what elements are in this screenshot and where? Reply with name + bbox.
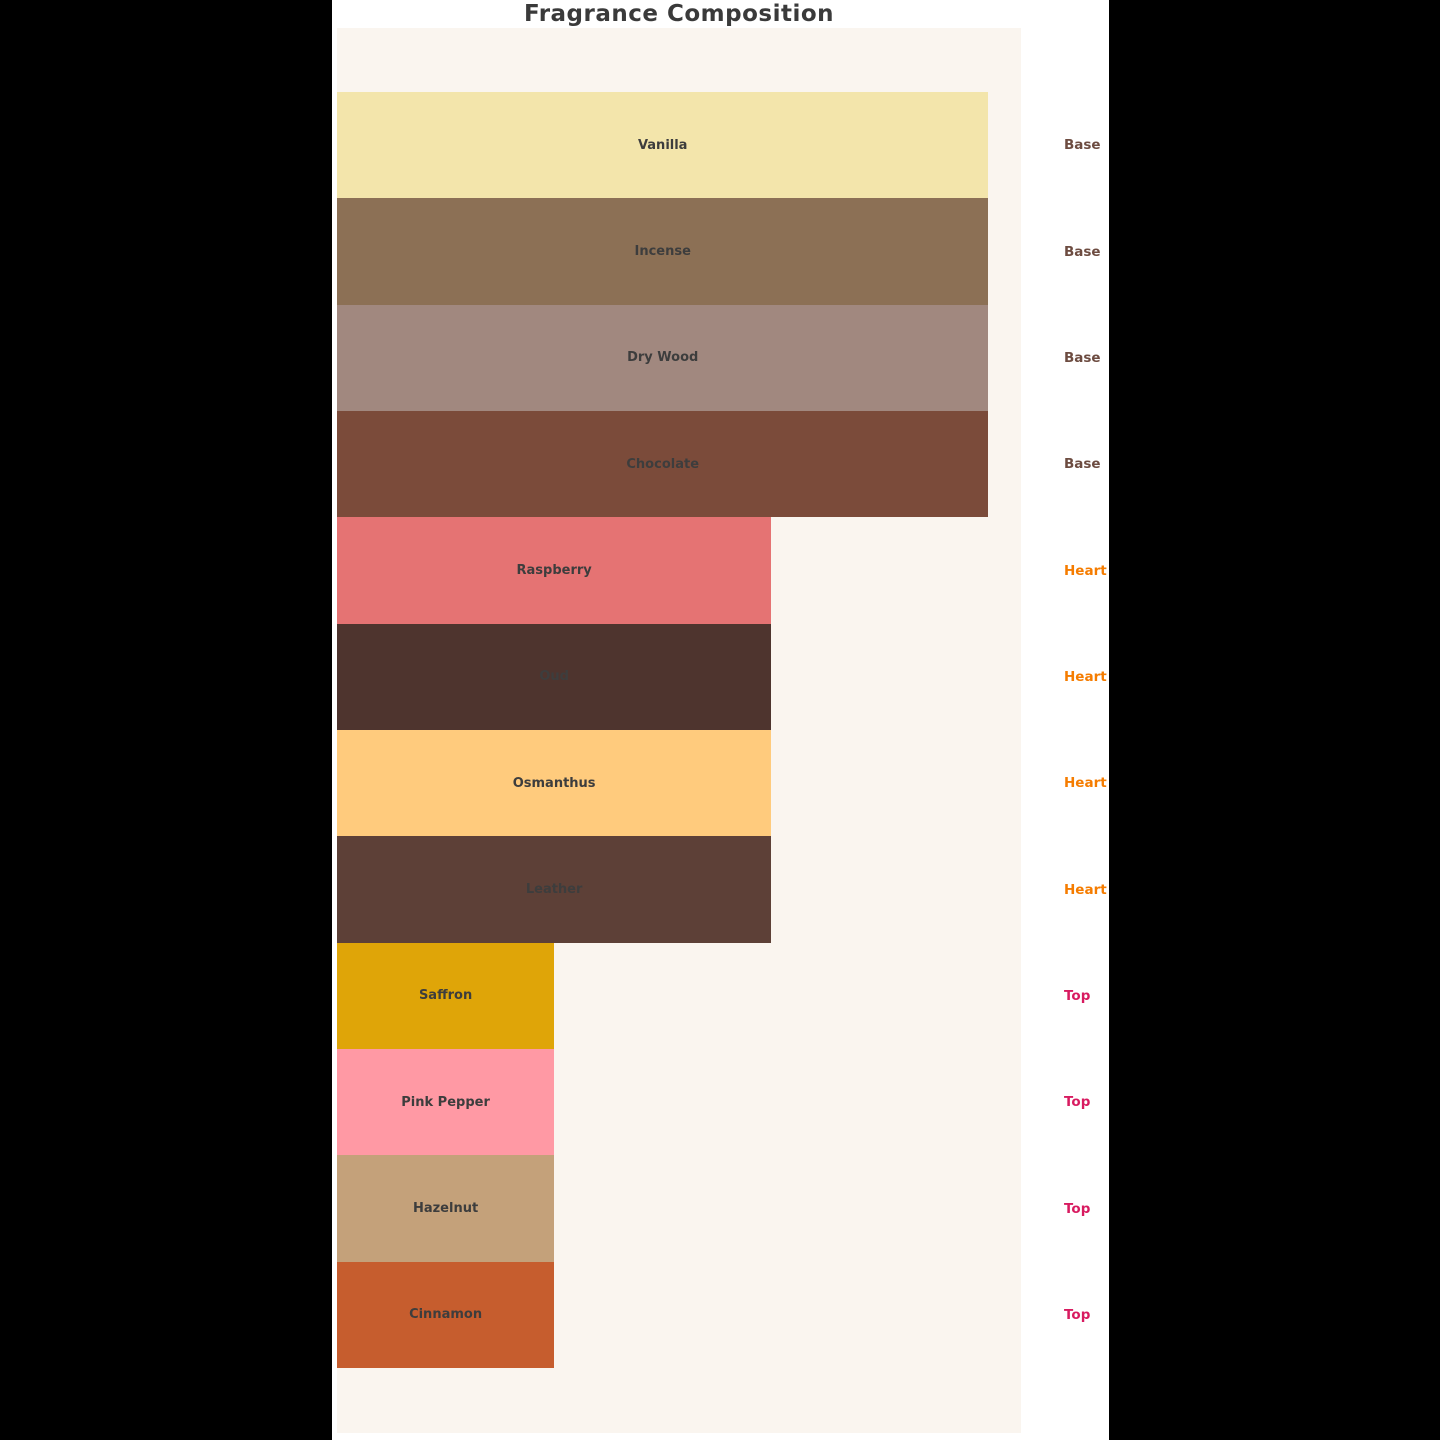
tier-label-heart-raspberry: Heart xyxy=(1064,562,1107,579)
bar-label-pink-pepper: Pink Pepper xyxy=(401,1094,490,1110)
bar-vanilla: Vanilla xyxy=(337,92,989,199)
tier-label-heart-osmanthus: Heart xyxy=(1064,775,1107,792)
bar-hazelnut: Hazelnut xyxy=(337,1155,555,1262)
plot-area: Vanilla Incense Dry Wood Chocolate Raspberry… xyxy=(337,28,1021,1433)
bar-chocolate: Chocolate xyxy=(337,411,989,518)
bar-label-vanilla: Vanilla xyxy=(637,137,688,153)
bar-label-raspberry: Raspberry xyxy=(516,562,592,578)
bar-cinnamon: Cinnamon xyxy=(337,1261,555,1368)
bar-dry-wood: Dry Wood xyxy=(337,304,989,411)
bar-label-dry-wood: Dry Wood xyxy=(627,350,699,366)
bars-area: Vanilla Incense Dry Wood Chocolate Raspberry… xyxy=(337,92,1021,1368)
tier-label-heart-leather: Heart xyxy=(1064,881,1107,898)
chart-title: Fragrance Composition xyxy=(523,1,835,27)
bar-saffron: Saffron xyxy=(337,942,555,1049)
bar-label-oud: Oud xyxy=(539,669,569,685)
bar-osmanthus: Osmanthus xyxy=(337,730,772,837)
chart-figure: Fragrance Composition Vanilla Incense Dry … xyxy=(332,0,1109,1440)
bar-label-saffron: Saffron xyxy=(418,988,473,1004)
tier-label-top-pink-pepper: Top xyxy=(1064,1094,1091,1111)
tier-label-top-cinnamon: Top xyxy=(1064,1306,1091,1323)
tier-label-top-hazelnut: Top xyxy=(1064,1200,1091,1217)
bar-label-cinnamon: Cinnamon xyxy=(409,1307,483,1323)
bar-raspberry: Raspberry xyxy=(337,517,772,624)
tier-label-base-chocolate: Base xyxy=(1064,456,1101,473)
bar-oud: Oud xyxy=(337,623,772,730)
tier-label-top-saffron: Top xyxy=(1064,987,1091,1004)
bar-incense: Incense xyxy=(337,198,989,305)
bar-label-chocolate: Chocolate xyxy=(626,456,700,472)
bar-leather: Leather xyxy=(337,836,772,943)
bar-label-incense: Incense xyxy=(634,243,691,259)
bar-label-osmanthus: Osmanthus xyxy=(512,775,596,791)
bar-label-leather: Leather xyxy=(525,881,583,897)
tier-label-base-dry-wood: Base xyxy=(1064,349,1101,366)
bar-label-hazelnut: Hazelnut xyxy=(412,1200,479,1216)
tier-label-heart-oud: Heart xyxy=(1064,668,1107,685)
tier-label-base-vanilla: Base xyxy=(1064,137,1101,154)
tier-label-base-incense: Base xyxy=(1064,243,1101,260)
bar-pink-pepper: Pink Pepper xyxy=(337,1049,555,1156)
